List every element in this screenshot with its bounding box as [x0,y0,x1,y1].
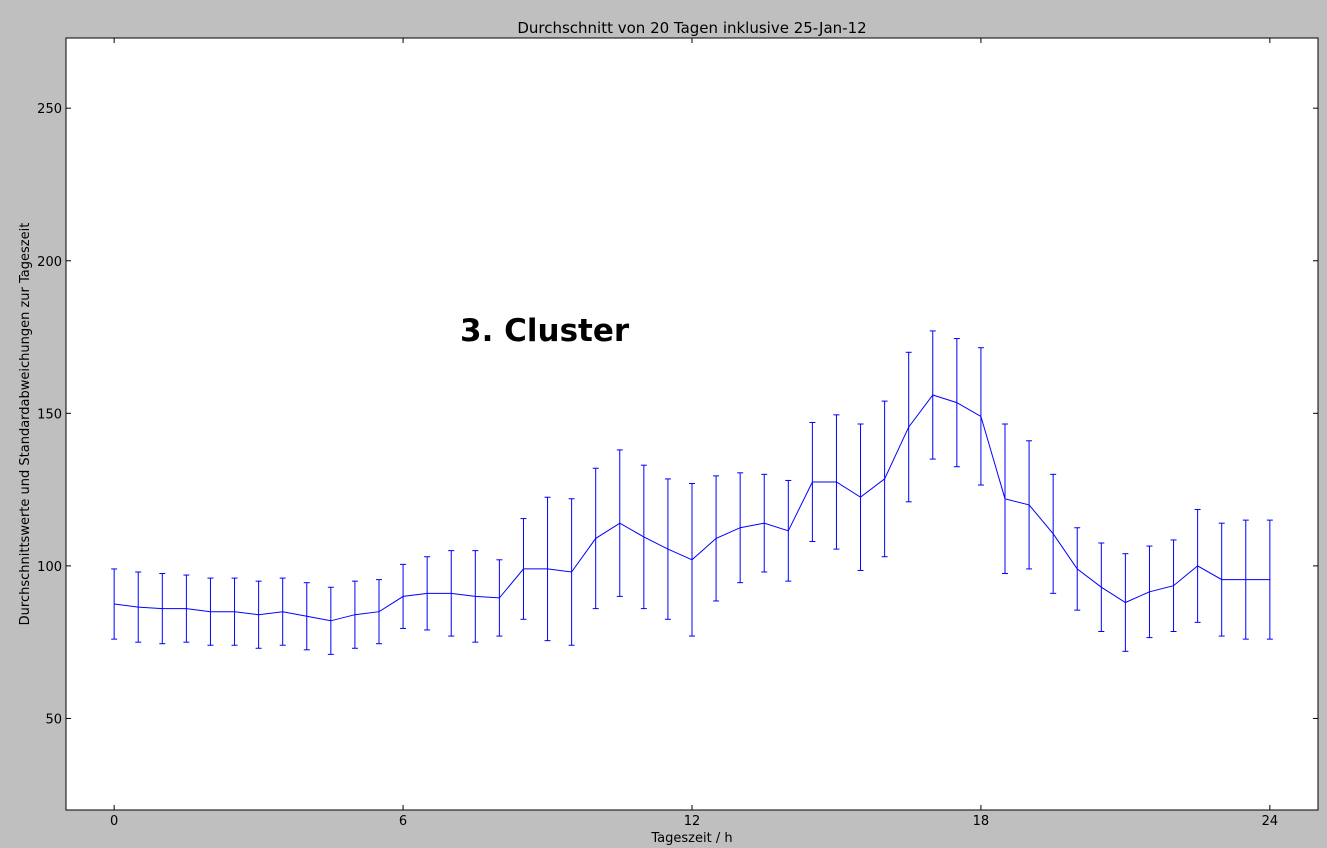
plot-area [66,38,1318,810]
x-axis-ticks: 0 6 12 18 24 [110,38,1278,829]
error-bar [1266,519,1273,640]
cluster-annotation: 3. Cluster [460,313,630,349]
y-axis-ticks: 50 100 150 200 250 [37,102,1318,727]
y-tick-label: 200 [37,255,62,270]
x-tick-label: 6 [399,814,407,829]
series-line [114,394,1270,622]
x-tick-label: 0 [110,814,118,829]
y-tick-label: 250 [37,102,62,117]
chart-title: Durchschnitt von 20 Tagen inklusive 25-J… [517,19,866,37]
x-tick-label: 24 [1262,814,1279,829]
y-tick-label: 100 [37,560,62,575]
error-bar [111,568,118,640]
y-tick-label: 150 [37,407,62,422]
y-axis-label: Durchschnittswerte und Standardabweichun… [18,223,33,626]
x-tick-label: 18 [973,814,990,829]
x-tick-label: 12 [684,814,701,829]
y-tick-label: 50 [45,712,62,727]
x-axis-label: Tageszeit / h [650,831,732,846]
